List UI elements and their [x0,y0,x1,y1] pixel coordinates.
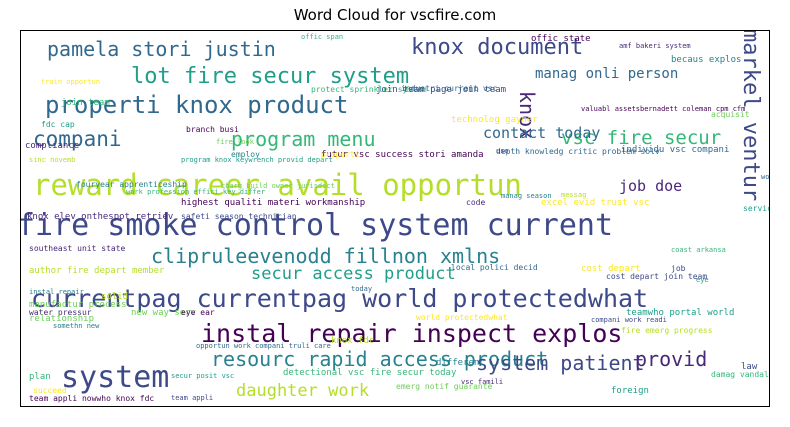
cloud-word-small: world protectedwhat [416,313,508,322]
cloud-word-small: technolog gayner [451,115,538,125]
cloud-word: pamela stori justin [47,37,276,61]
cloud-word-small: differenc [436,358,485,368]
cloud-word: instal repair inspect explos [201,319,623,348]
word-cloud: fire smoke control system current reward … [20,30,770,407]
cloud-word: lot fire secur system [131,64,410,89]
cloud-word-small: uso [496,147,509,155]
cloud-word: currentpag currentpag world protectedwha… [31,284,649,313]
cloud-word: daughter work [236,381,370,401]
cloud-word-small: manag season [501,192,552,200]
cloud-word-small: excel evid trust vsc [541,198,650,208]
cloud-word-small: compliance [25,141,80,151]
cloud-word: program menu [231,127,376,151]
cloud-word-small: offic state [531,34,591,44]
cloud-word-small: program knox keywrench provid depart [181,156,333,164]
cloud-word-small: author fire depart member [29,266,165,276]
cloud-word-small: damag vandal debri product [711,370,769,379]
cloud-word: provid [635,347,708,371]
cloud-word-small: messag [561,191,587,199]
cloud-word-small: new way serv [131,308,197,318]
cloud-word-small: instal repair [29,288,84,296]
cloud-word-small: law [741,362,758,372]
cloud-word-small: charg build owner jurisdict [221,182,335,190]
cloud-word-small: cost depart [581,264,641,274]
cloud-word-small: fire look [216,138,254,146]
cloud-word-small: acquisit [711,110,750,119]
cloud-word-small: solid [101,292,129,302]
cloud-word: contact today [483,124,601,142]
cloud-word-small: fouryear apprenticeship [76,180,187,189]
cloud-word-small: fire emerg progress [621,326,713,335]
cloud-word-small: team appli [171,394,214,402]
cloud-word-small: coast arkansa [671,246,726,254]
cloud-word-small: code [466,198,486,207]
cloud-word: knox document [411,35,584,60]
cloud-word-small: join team [61,98,110,108]
cloud-word-small: offic span [301,33,344,41]
cloud-word-small: valuabl assetsbernadett coleman cpm cfm [581,105,746,113]
cloud-word-small: futur vsc success stori amanda [321,150,484,160]
cloud-word-small: join team page join team [376,85,507,95]
cloud-word: job doe [619,177,683,195]
cloud-word-small: properti [321,150,360,159]
cloud-word-small: individu vsc compani [621,145,730,155]
cloud-word-small: manufactur process [29,300,127,310]
cloud-word-small: job [671,264,686,273]
cloud-word-small: employ [231,150,260,159]
cloud-word-small: opportun work compani truli care [196,342,331,350]
cloud-word-small: sinc novemb [29,156,76,164]
cloud-word-small: secur posit vsc [171,372,235,380]
cloud-word-small: detectional vsc fire secur today [283,368,457,378]
cloud-word-small: teamwho portal world [626,308,735,318]
cloud-word-small: plan [29,372,51,382]
cloud-word-small: industri current vsc [401,84,498,93]
cloud-word: properti knox product [45,91,349,119]
cloud-word: system [61,360,170,395]
cloud-word-small: somethn new [53,322,100,330]
cloud-word: vsc fire secur [561,127,722,149]
cloud-word: compani [33,127,122,151]
cloud-word-small: local polici decid [451,263,538,272]
cloud-word-small: team appli nowwho knox fdc [29,394,155,403]
cloud-word: fire smoke control system current [20,208,614,243]
cloud-word-small: train opportun [41,78,101,86]
chart-title: Word Cloud for vscfire.com [293,6,497,24]
cloud-word-small: highest qualiti materi workmanship [181,198,366,208]
cloud-word: secur access product [251,264,456,284]
cloud-word-small: amf bakeri system [619,42,691,50]
cloud-word-small: compani work readi [591,316,667,324]
cloud-word-small: fdc cap [41,120,75,129]
cloud-word-small: relationship [29,314,95,324]
cloud-word: system patient [476,351,645,375]
cloud-word: resourc rapid access product [211,347,549,371]
cloud-word-small: vsc famili [461,378,504,386]
cloud-word-small: southeast unit state [29,244,126,253]
cloud-word-small: branch busi [186,125,239,134]
cloud-word-small: emerg notif guarante [396,382,493,391]
cloud-word-small: servic recharg [743,204,770,213]
cloud-word-small: depth knowledg critic problem solv [496,147,660,156]
cloud-word-small: work [761,173,770,181]
cloud-word-small: cost depart join team [606,272,708,281]
cloud-word-small: knox fdc [331,336,375,346]
cloud-word: reward career avail opportun [33,168,522,202]
cloud-word-small: water pressur [29,308,92,317]
cloud-word-small: becaus explos [671,55,742,65]
cloud-word-small: eye ear [181,308,215,317]
cloud-word-small: today [351,285,373,293]
cloud-word: clipruleevenodd fillnon xmlns [151,244,501,268]
cloud-word: manag onli person [535,66,679,82]
cloud-word-small: safeti season technician [181,212,297,221]
cloud-word-small: protect sprinkler system [311,85,427,94]
cloud-word-small: foreign [611,386,649,396]
cloud-word-small: knox elev onthespot retriev [27,212,174,222]
cloud-word-small: eye [696,276,709,284]
cloud-word-small: work profession effici key differ [126,188,266,196]
cloud-word-small: succeed [33,386,67,395]
